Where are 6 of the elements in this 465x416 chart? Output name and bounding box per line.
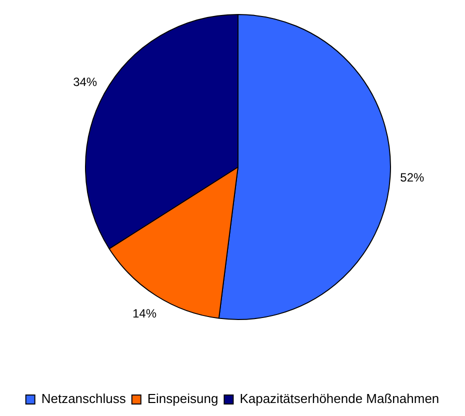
legend-label: Netzanschluss: [41, 391, 126, 406]
legend-label: Einspeisung: [147, 391, 218, 406]
data-label: 34%: [73, 75, 98, 90]
legend-label: Kapazitätserhöhende Maßnahmen: [240, 391, 440, 406]
data-label: 14%: [132, 306, 157, 321]
data-label: 52%: [400, 170, 424, 184]
